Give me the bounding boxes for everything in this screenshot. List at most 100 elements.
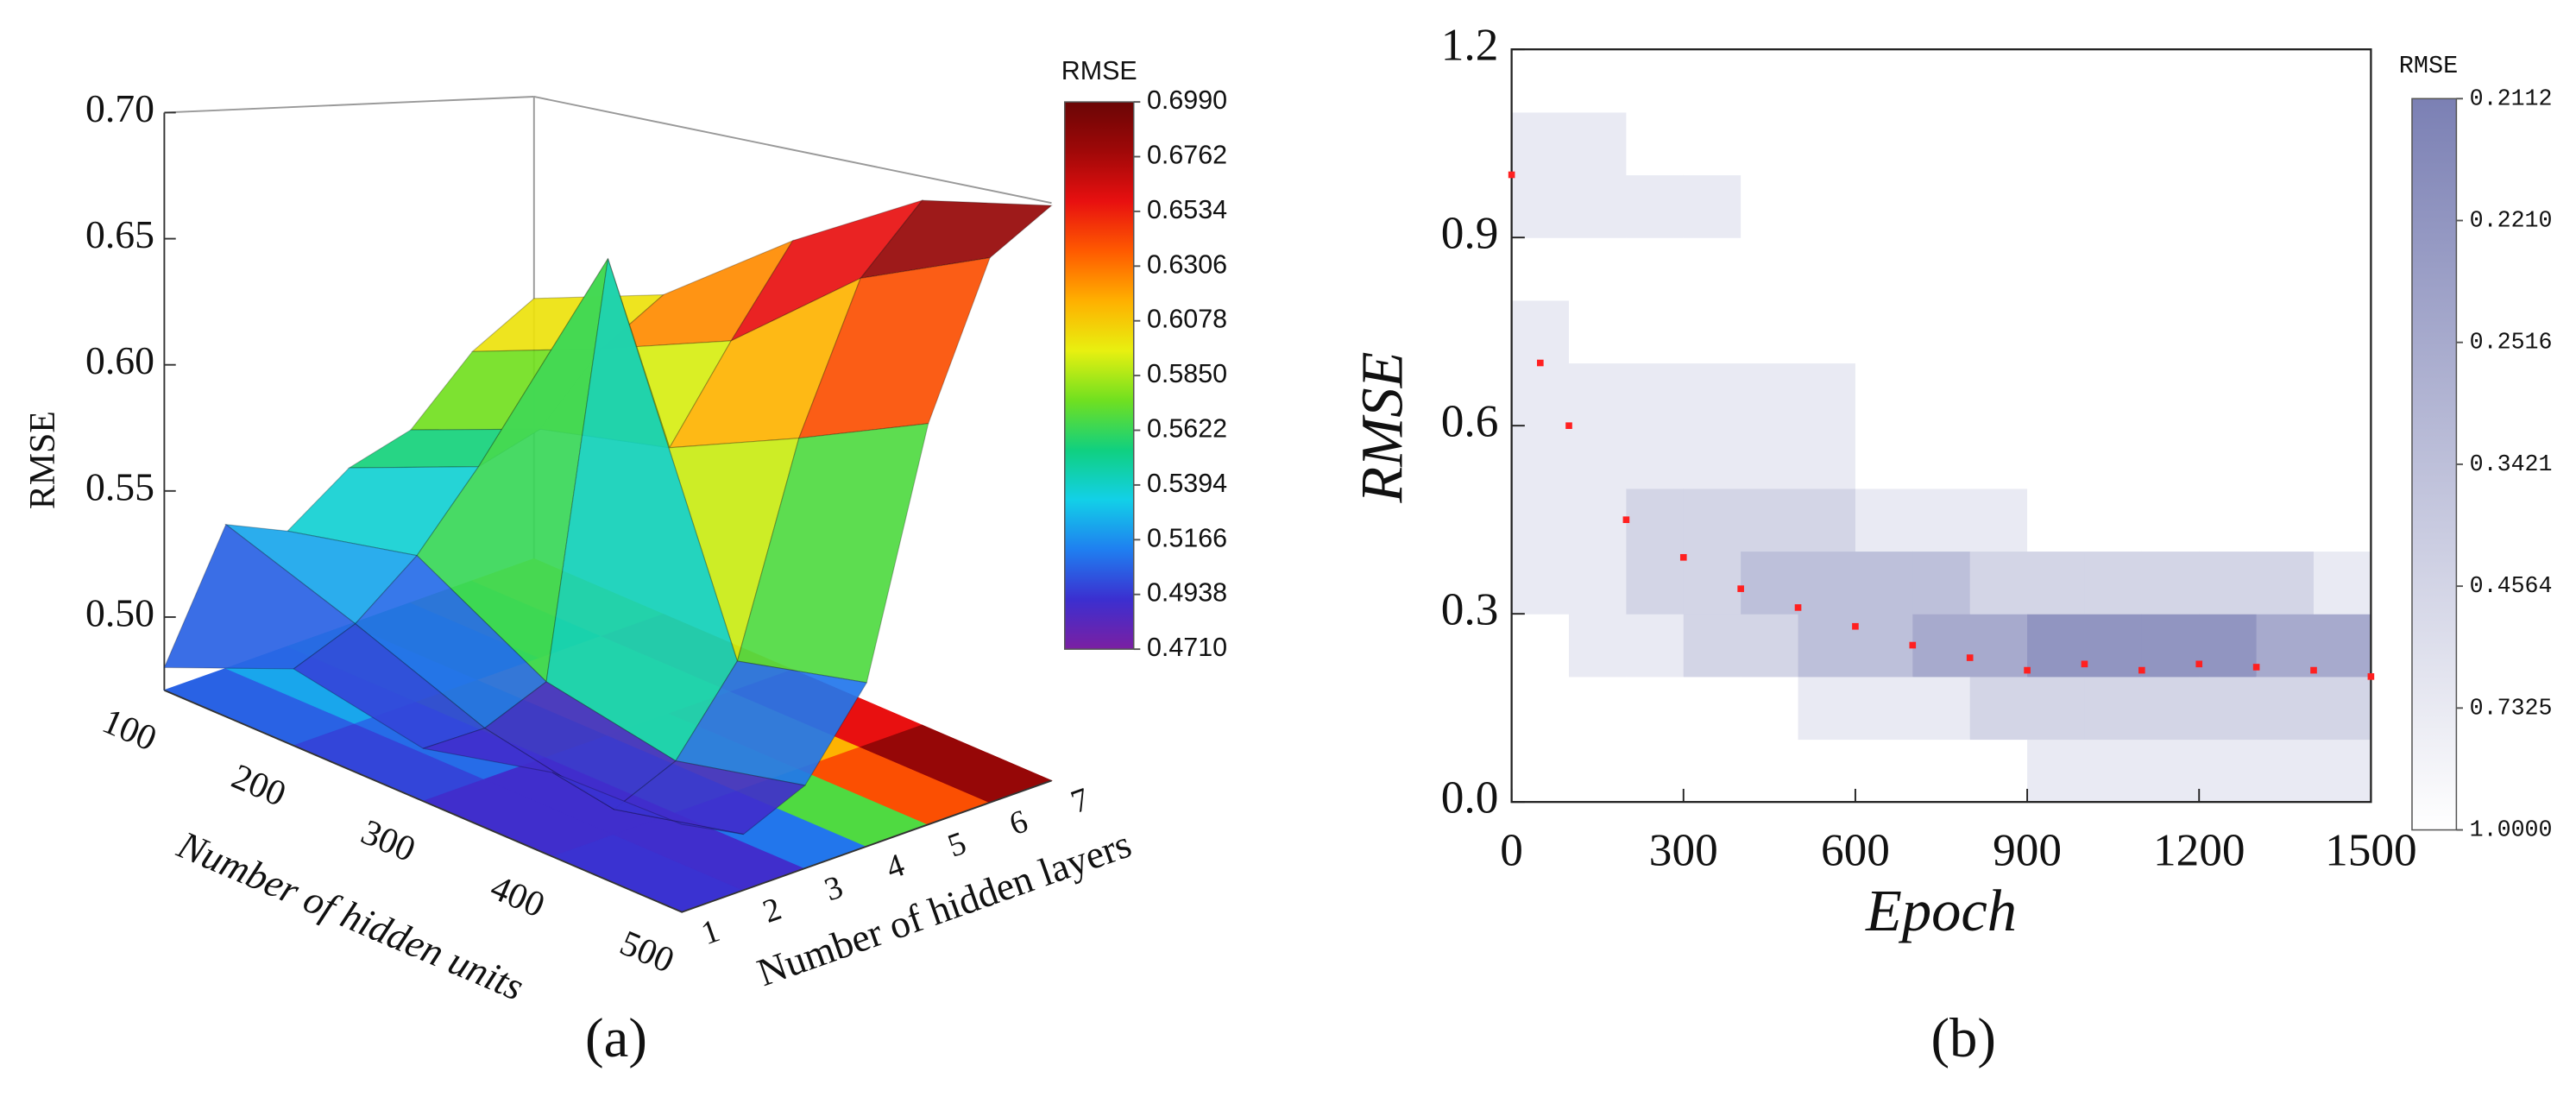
- heatmap-cell: [1569, 174, 1627, 238]
- heatmap-cell: [1855, 237, 1913, 301]
- data-point: [1794, 604, 1802, 611]
- heatmap-cell: [2256, 174, 2315, 238]
- heatmap-cell: [1912, 739, 1971, 803]
- heatmap-cell: [2084, 426, 2143, 489]
- x-tick-label: 500: [614, 924, 680, 981]
- heatmap-cell: [1798, 739, 1856, 803]
- heatmap-cell: [2256, 49, 2315, 113]
- heatmap-cell: [2084, 299, 2143, 364]
- heatmap-cell: [1626, 174, 1685, 238]
- data-point: [2138, 666, 2145, 674]
- heatmap-cell: [2314, 676, 2371, 741]
- heatmap-cell: [1798, 174, 1856, 238]
- heatmap-cell: [1798, 363, 1856, 426]
- heatmap-cell: [2199, 363, 2258, 426]
- heatmap-cell: [2199, 111, 2258, 176]
- heatmap-cell: [1626, 237, 1685, 301]
- colorbar-tick-label: 0.5394: [1147, 469, 1227, 498]
- heatmap-cell: [1511, 237, 1570, 301]
- heatmap-cell: [1511, 174, 1570, 238]
- heatmap-cell: [2027, 426, 2086, 489]
- heatmap-cell: [1741, 614, 1799, 678]
- heatmap-cell: [2141, 614, 2200, 678]
- heatmap-cell: [2141, 49, 2200, 113]
- heatmap-cell: [1626, 363, 1685, 426]
- heatmap-cell: [1569, 299, 1627, 364]
- heatmap-cell: [1741, 551, 1799, 615]
- heatmap-cell: [1855, 551, 1913, 615]
- heatmap-cell: [1912, 111, 1971, 176]
- heatmap-cell: [2199, 488, 2258, 552]
- heatmap-cell: [1741, 739, 1799, 803]
- heatmap-cell: [1912, 676, 1971, 741]
- heatmap-cell: [1569, 614, 1627, 678]
- data-point: [2024, 666, 2031, 674]
- heatmap-cell: [2141, 237, 2200, 301]
- heatmap-cell: [1969, 488, 2028, 552]
- y-tick-label: 1: [696, 912, 724, 952]
- heatmap-cell: [1741, 488, 1799, 552]
- heatmap-cell: [1855, 299, 1913, 364]
- heatmap-cell: [2027, 676, 2086, 741]
- colorbar-tick-label: 0.2516: [2470, 331, 2553, 356]
- heatmap-cell: [2084, 614, 2143, 678]
- heatmap-cell: [1912, 299, 1971, 364]
- panel-label: (a): [585, 1007, 647, 1069]
- heatmap-cell: [2256, 676, 2315, 741]
- heatmap-cell: [1855, 363, 1913, 426]
- box-edge: [533, 96, 1052, 205]
- heatmap-cell: [1569, 739, 1627, 803]
- heatmap-cell: [1683, 299, 1741, 364]
- heatmap-cell: [1741, 111, 1799, 176]
- x-tick-label: 400: [485, 867, 551, 925]
- heatmap-cell: [1511, 363, 1570, 426]
- heatmap-cell: [1969, 614, 2028, 678]
- data-point: [1737, 585, 1744, 592]
- heatmap-cell: [1511, 739, 1570, 803]
- heatmap-cell: [1798, 488, 1856, 552]
- heatmap-cell: [1569, 49, 1627, 113]
- heatmap-cell: [1798, 111, 1856, 176]
- y-tick-label: 0.6: [1441, 394, 1499, 446]
- data-point: [1966, 654, 1974, 661]
- heatmap-cell: [2199, 426, 2258, 489]
- y-tick-label: 5: [943, 825, 971, 865]
- colorbar-tick-label: 0.5166: [1147, 523, 1227, 552]
- data-point: [1679, 553, 1687, 561]
- colorbar-tick-label: 0.2112: [2470, 86, 2553, 112]
- heatmap-cell: [2256, 111, 2315, 176]
- heatmap-cell: [1683, 49, 1741, 113]
- heatmap-cell: [1511, 614, 1570, 678]
- y-tick-label: 2: [759, 891, 786, 930]
- colorbar-tick-label: 0.6306: [1147, 249, 1227, 279]
- heatmap-cell: [2199, 49, 2258, 113]
- colorbar-tick-label: 0.2210: [2470, 209, 2553, 235]
- heatmap-cell: [2199, 551, 2258, 615]
- y-tick-label: 7: [1067, 781, 1094, 821]
- x-tick-label: 900: [1993, 823, 2062, 875]
- heatmap-cell: [1798, 614, 1856, 678]
- z-tick-label: 0.70: [85, 86, 154, 130]
- heatmap-cell: [2199, 174, 2258, 238]
- heatmap-cell: [2256, 426, 2315, 489]
- y-tick-label: 6: [1005, 803, 1032, 842]
- heatmap-cell: [2141, 111, 2200, 176]
- panel-label: (b): [1930, 1007, 1995, 1069]
- heatmap-cell: [1511, 111, 1570, 176]
- heatmap-cell: [1569, 426, 1627, 489]
- colorbar-tick-label: 0.6762: [1147, 141, 1227, 170]
- heatmap-cell: [1683, 739, 1741, 803]
- z-tick-label: 0.60: [85, 338, 154, 382]
- heatmap-cell: [1798, 676, 1856, 741]
- heatmap-cell: [2084, 49, 2143, 113]
- heatmap-cell: [2084, 363, 2143, 426]
- heatmap-cell: [1969, 426, 2028, 489]
- x-axis-label: Epoch: [1865, 878, 2017, 943]
- heatmap-cell: [2314, 739, 2371, 803]
- heatmap-cell: [2256, 614, 2315, 678]
- heatmap-cell: [1569, 363, 1627, 426]
- heatmap-cell: [2084, 237, 2143, 301]
- heatmap-cell: [2199, 676, 2258, 741]
